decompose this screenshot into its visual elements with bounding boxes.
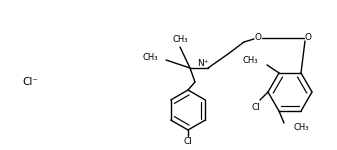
- Text: O: O: [305, 33, 311, 42]
- Text: CH₃: CH₃: [172, 36, 188, 45]
- Text: CH₃: CH₃: [243, 56, 258, 65]
- Text: CH₃: CH₃: [143, 54, 158, 63]
- Text: Cl⁻: Cl⁻: [22, 77, 38, 87]
- Text: N⁺: N⁺: [197, 60, 209, 69]
- Text: O: O: [254, 33, 262, 42]
- Text: Cl: Cl: [184, 138, 192, 147]
- Text: CH₃: CH₃: [293, 123, 308, 132]
- Text: Cl: Cl: [251, 103, 261, 112]
